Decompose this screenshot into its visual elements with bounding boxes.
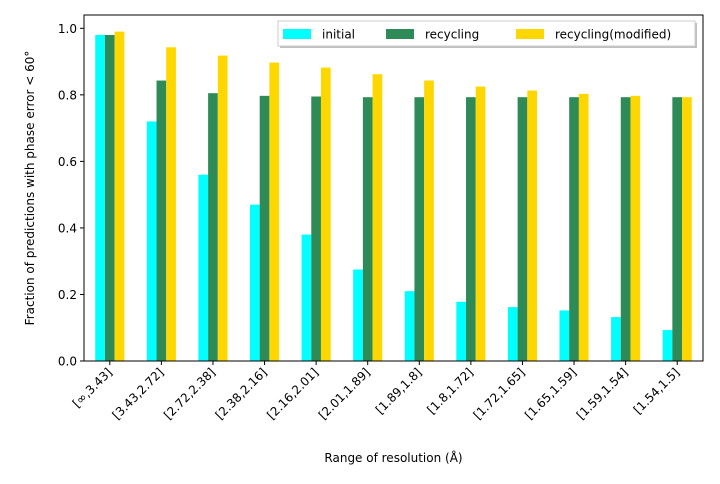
bar-initial-4: [301, 234, 312, 361]
bar-recycling-modified--6: [424, 80, 434, 361]
bar-recycling-8: [517, 97, 528, 362]
bar-recycling-3: [259, 95, 270, 361]
bar-recycling-9: [569, 97, 579, 362]
bar-recycling-5: [362, 97, 373, 362]
bar-recycling-modified--11: [682, 97, 692, 362]
legend-label: recycling(modified): [555, 28, 671, 42]
x-tick-label: [1.72,1.65]: [471, 365, 528, 422]
x-axis-label: Range of resolution (Å): [324, 450, 462, 465]
x-tick-label: [2.38,2.16]: [213, 365, 270, 422]
bar-initial-6: [404, 291, 415, 361]
bar-initial-3: [249, 204, 260, 361]
x-tick-label: [∞,3.43]: [70, 365, 115, 410]
bar-recycling-7: [466, 97, 476, 362]
plot-area-frame: [83, 14, 704, 362]
bar-recycling-modified--3: [269, 62, 280, 361]
y-tick-label: 0.6: [58, 155, 77, 169]
bar-initial-8: [507, 307, 518, 361]
bar-initial-5: [353, 269, 363, 361]
bar-initial-0: [95, 34, 105, 362]
x-tick-label: [2.01,1.89]: [316, 365, 373, 422]
y-axis-label: Fraction of predictions with phase error…: [23, 51, 37, 326]
bar-recycling-modified--4: [320, 67, 331, 361]
bar-initial-10: [611, 317, 621, 361]
legend-swatch: [516, 29, 544, 39]
legend-label: initial: [322, 28, 355, 42]
x-tick-label: [1.54,1.5]: [631, 365, 683, 417]
bar-initial-11: [662, 330, 673, 361]
bar-initial-2: [198, 174, 209, 361]
y-tick-label: 0.8: [58, 88, 77, 102]
y-tick-label: 1.0: [58, 22, 77, 36]
x-tick-label: [2.72,2.38]: [161, 365, 218, 422]
x-tick-label: [3.43,2.72]: [109, 365, 166, 422]
bar-initial-1: [146, 121, 157, 362]
bar-recycling-modified--9: [578, 93, 589, 361]
y-tick-label: 0.4: [58, 221, 77, 235]
y-tick-label: 0.0: [58, 355, 77, 369]
bar-recycling-modified--2: [217, 55, 228, 362]
bar-recycling-2: [208, 93, 218, 362]
x-axis: [∞,3.43][3.43,2.72][2.72,2.38][2.38,2.16…: [70, 361, 683, 422]
legend-swatch: [283, 29, 311, 39]
bar-recycling-10: [620, 97, 631, 362]
bar-recycling-modified--1: [166, 47, 176, 362]
x-tick-label: [2.16,2.01]: [264, 365, 321, 422]
y-tick-label: 0.2: [58, 288, 77, 302]
y-axis: 0.0 0.2 0.4 0.6 0.8 1.0: [58, 22, 84, 369]
legend-swatch: [386, 29, 414, 39]
bar-recycling-1: [156, 80, 167, 361]
x-tick-label: [1.59,1.54]: [574, 365, 631, 422]
x-tick-label: [1.65,1.59]: [522, 365, 579, 422]
bar-recycling-modified--8: [527, 90, 538, 362]
bar-recycling-modified--0: [114, 31, 125, 361]
bar-recycling-modified--7: [475, 86, 486, 361]
bar-recycling-11: [672, 97, 683, 362]
bar-recycling-modified--10: [630, 95, 641, 361]
legend: initial recycling recycling(modified): [277, 20, 697, 48]
bar-initial-9: [559, 310, 570, 361]
bar-recycling-0: [104, 34, 115, 362]
bar-initial-7: [456, 301, 467, 361]
bar-recycling-modified--5: [372, 74, 383, 361]
bars-layer: [95, 31, 692, 362]
bar-recycling-6: [414, 97, 425, 362]
legend-box: [277, 20, 696, 47]
x-tick-label: [1.89,1.8]: [373, 365, 425, 417]
legend-label: recycling: [425, 28, 479, 42]
bar-recycling-4: [311, 96, 321, 361]
x-tick-label: [1.8,1.72]: [424, 365, 476, 417]
